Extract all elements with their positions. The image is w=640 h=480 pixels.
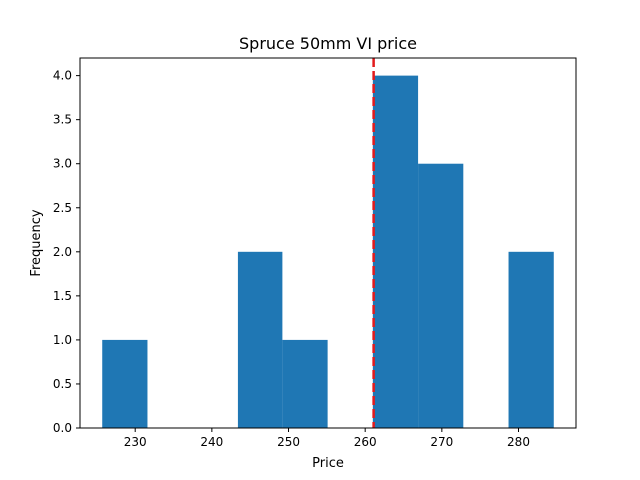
- y-tick-label: 0.5: [53, 377, 72, 391]
- y-tick-label: 1.5: [53, 289, 72, 303]
- chart-title: Spruce 50mm VI price: [239, 34, 417, 53]
- y-axis-label: Frequency: [29, 209, 44, 276]
- y-tick-label: 2.5: [53, 201, 72, 215]
- y-tick-label: 1.0: [53, 333, 72, 347]
- y-tick-label: 4.0: [53, 69, 72, 83]
- x-tick-label: 240: [200, 435, 223, 449]
- x-tick-label: 260: [354, 435, 377, 449]
- x-tick-label: 280: [507, 435, 530, 449]
- histogram-bar-9: [508, 251, 554, 428]
- x-tick-label: 270: [430, 435, 453, 449]
- x-tick-label: 230: [124, 435, 147, 449]
- bars-group: [102, 75, 554, 428]
- plot-frame: [79, 57, 577, 429]
- y-tick-label: 0.0: [53, 421, 72, 435]
- x-tick-label: 250: [277, 435, 300, 449]
- y-tick-label: 3.0: [53, 157, 72, 171]
- x-axis-label: Price: [312, 456, 344, 471]
- y-tick-label: 3.5: [53, 113, 72, 127]
- y-tick-label: 2.0: [53, 245, 72, 259]
- histogram-bar-3: [237, 251, 283, 428]
- histogram-bar-0: [102, 339, 148, 428]
- y-axis-ticks: 0.0 0.5 1.0 1.5 2.0 2.5 3.0 3.5 4.0: [53, 69, 80, 435]
- histogram-bar-6: [372, 75, 419, 428]
- x-axis-ticks: 230 240 250 260 270 280: [124, 428, 530, 449]
- histogram-bar-7: [418, 163, 464, 428]
- histogram-bar-4: [282, 339, 328, 428]
